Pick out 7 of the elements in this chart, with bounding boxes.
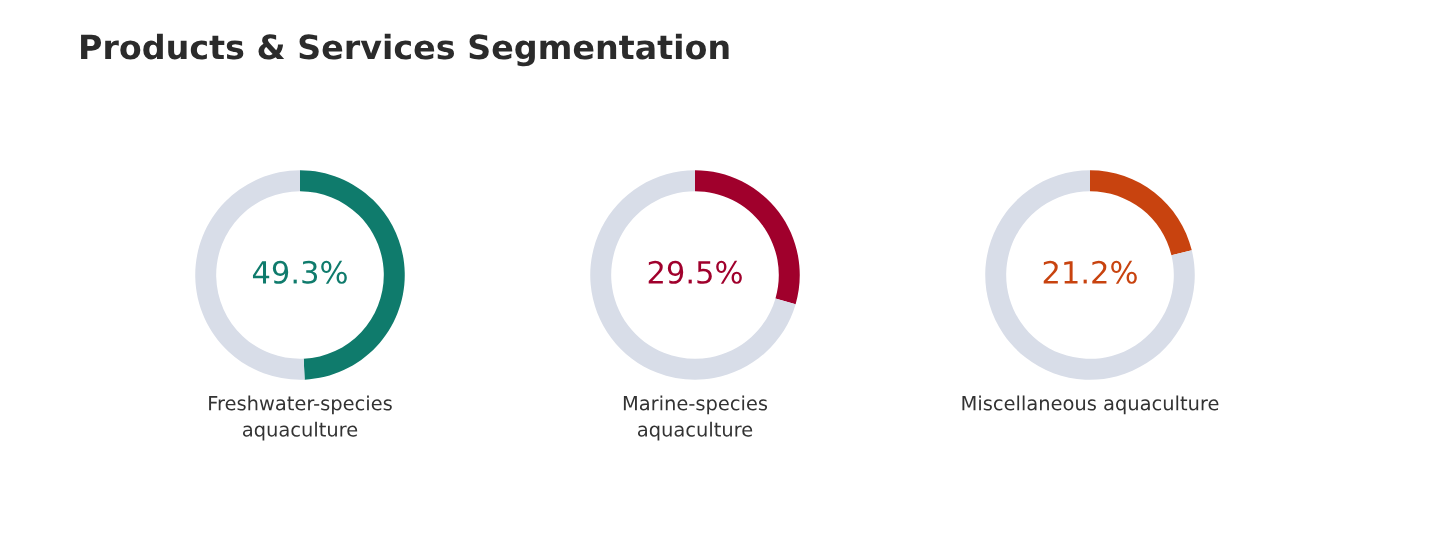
text: Miscellaneous aquaculture: [962, 395, 1219, 415]
text: Marine-species aquaculture: [623, 395, 768, 441]
data-label: 21.2%: [1043, 260, 1137, 284]
chart-title: Products & Services Segmentation: [81, 33, 729, 67]
data-label: 29.5%: [648, 260, 742, 284]
data-label: 49.3%: [252, 260, 347, 284]
text: Freshwater-species aquaculture: [209, 395, 392, 441]
